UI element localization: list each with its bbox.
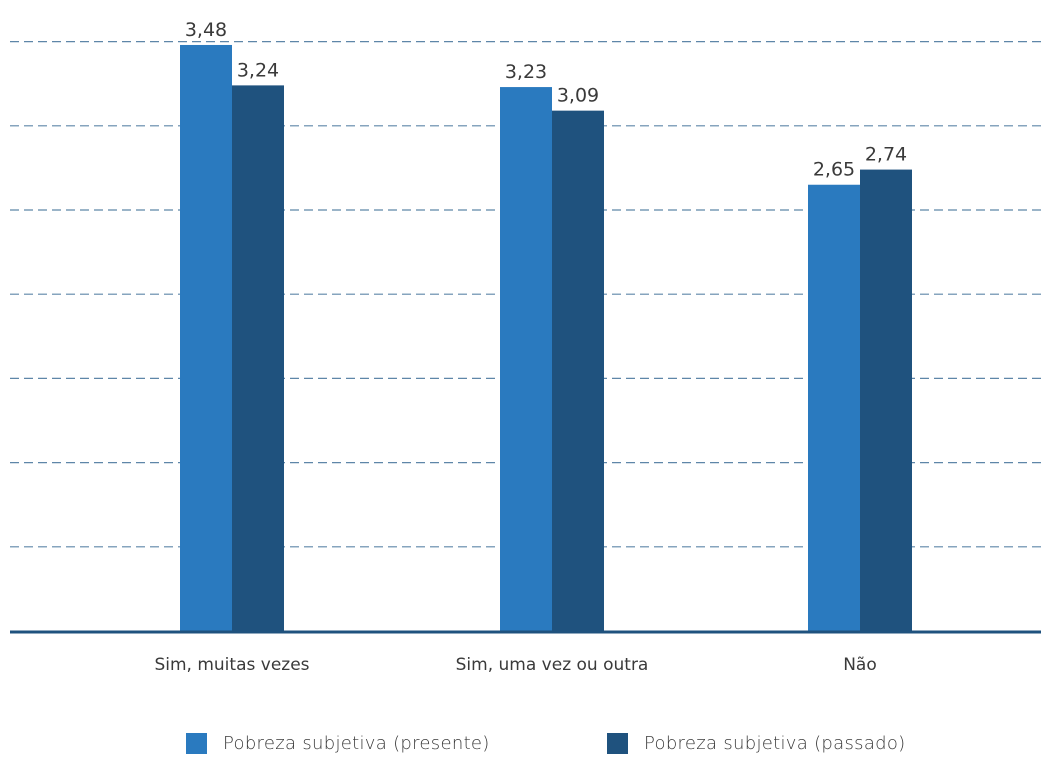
legend-swatch-presente (186, 733, 207, 754)
legend-item-presente: Pobreza subjetiva (presente) (186, 733, 490, 754)
value-labels: 3,48 3,23 2,65 3,24 3,09 2,74 (185, 19, 907, 181)
bar (500, 87, 552, 632)
category-labels: Sim, muitas vezes Sim, uma vez ou outra Nã… (154, 655, 876, 675)
bar (552, 110, 604, 632)
data-label: 3,24 (237, 59, 279, 81)
category-label: Não (843, 655, 877, 675)
category-label: Sim, uma vez ou outra (456, 655, 649, 675)
bar-chart: 3,48 3,23 2,65 3,24 3,09 2,74 Sim, muitas vez… (10, 19, 1041, 675)
legend: Pobreza subjetiva (presente) Pobreza sub… (0, 733, 1041, 763)
data-label: 3,09 (557, 85, 599, 107)
legend-label-passado: Pobreza subjetiva (passado) (644, 733, 906, 754)
data-label: 2,74 (865, 144, 907, 166)
legend-swatch-passado (607, 733, 628, 754)
legend-item-passado: Pobreza subjetiva (passado) (607, 733, 906, 754)
data-label: 3,48 (185, 19, 227, 41)
bar (232, 85, 284, 631)
legend-label-presente: Pobreza subjetiva (presente) (223, 733, 490, 754)
bars (180, 44, 912, 632)
bar (808, 184, 860, 632)
data-label: 2,65 (813, 159, 855, 181)
bar (860, 169, 912, 632)
category-label: Sim, muitas vezes (154, 655, 309, 675)
data-label: 3,23 (505, 61, 547, 83)
bar (180, 44, 232, 631)
